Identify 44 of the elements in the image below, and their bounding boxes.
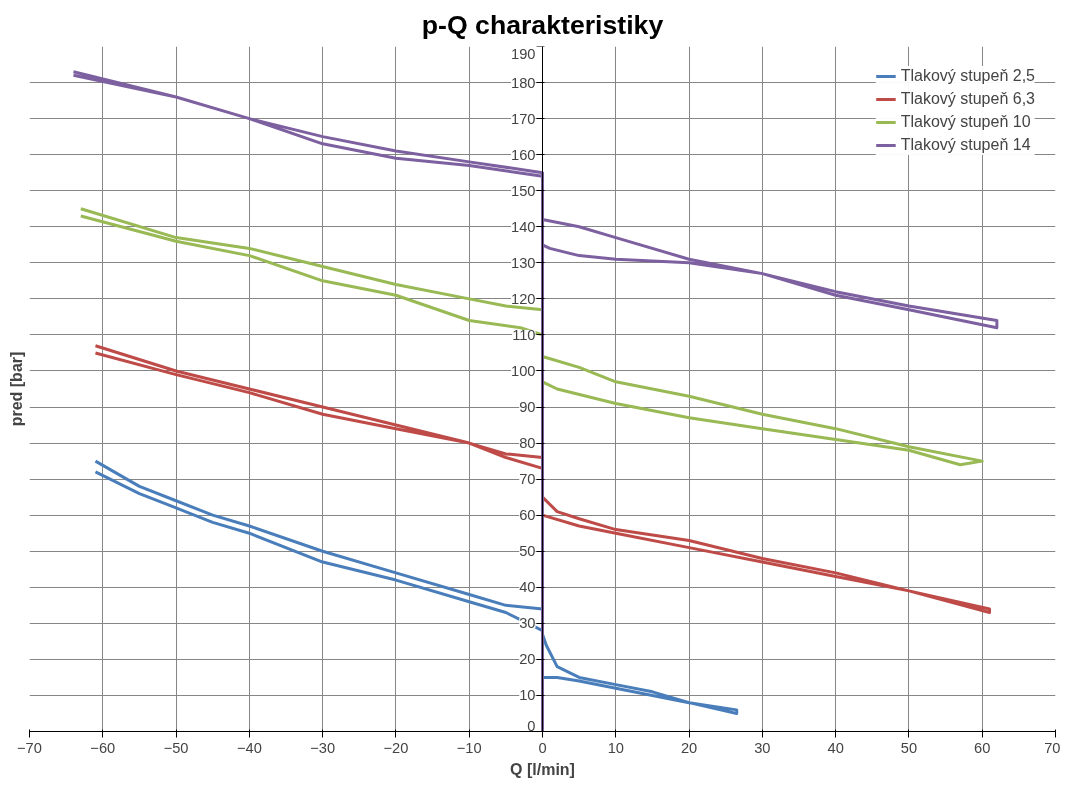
legend-label: Tlakový stupeň 10 <box>900 113 1031 131</box>
y-tick-label: 60 <box>519 507 536 524</box>
x-tick-label: −40 <box>236 739 262 756</box>
y-tick-label: 170 <box>511 110 536 127</box>
y-tick-label: 10 <box>519 687 536 704</box>
y-tick-label: 130 <box>511 254 536 271</box>
x-tick-label: −10 <box>456 739 482 756</box>
line-series <box>79 207 984 467</box>
x-tick-label: −60 <box>90 739 116 756</box>
x-tick-label: −20 <box>383 739 409 756</box>
x-tick-label: 50 <box>900 739 918 756</box>
line-series <box>93 459 739 715</box>
x-tick-label: 0 <box>538 739 547 756</box>
y-tick-label: 90 <box>519 399 536 416</box>
x-axis-title: Q [l/min] <box>510 760 575 778</box>
y-axis-title: pred [bar] <box>7 351 25 427</box>
y-tick-label: 30 <box>519 615 536 632</box>
y-tick-label: 120 <box>511 290 536 307</box>
y-tick-label: 70 <box>519 471 536 488</box>
y-tick-label: 180 <box>511 74 536 91</box>
x-tick-label: −30 <box>310 739 336 756</box>
y-tick-label: 50 <box>519 543 536 560</box>
x-tick-label: −50 <box>163 739 189 756</box>
y-tick-label: 20 <box>519 651 536 668</box>
y-tick-label: 100 <box>511 362 536 379</box>
y-tick-label: 150 <box>511 182 536 199</box>
x-tick-label: 60 <box>974 739 991 756</box>
x-tick-label: −70 <box>17 739 42 756</box>
x-tick-label: 70 <box>1044 739 1061 756</box>
y-tick-label: 0 <box>527 717 536 734</box>
y-tick-label: 140 <box>511 218 536 235</box>
x-tick-label: 30 <box>754 739 771 756</box>
x-tick-label: 10 <box>607 739 624 756</box>
x-tick-label: 40 <box>827 739 844 756</box>
legend-label: Tlakový stupeň 2,5 <box>900 67 1035 85</box>
chart-title: p-Q charakteristiky <box>421 9 664 40</box>
legend-label: Tlakový stupeň 6,3 <box>900 90 1035 108</box>
legend-label: Tlakový stupeň 14 <box>900 136 1031 154</box>
y-tick-label: 40 <box>519 579 536 596</box>
y-tick-label: 160 <box>511 146 536 163</box>
y-tick-label: 190 <box>511 45 536 62</box>
y-tick-label: 110 <box>512 326 536 343</box>
y-tick-label: 80 <box>519 435 536 452</box>
x-tick-label: 20 <box>680 739 698 756</box>
